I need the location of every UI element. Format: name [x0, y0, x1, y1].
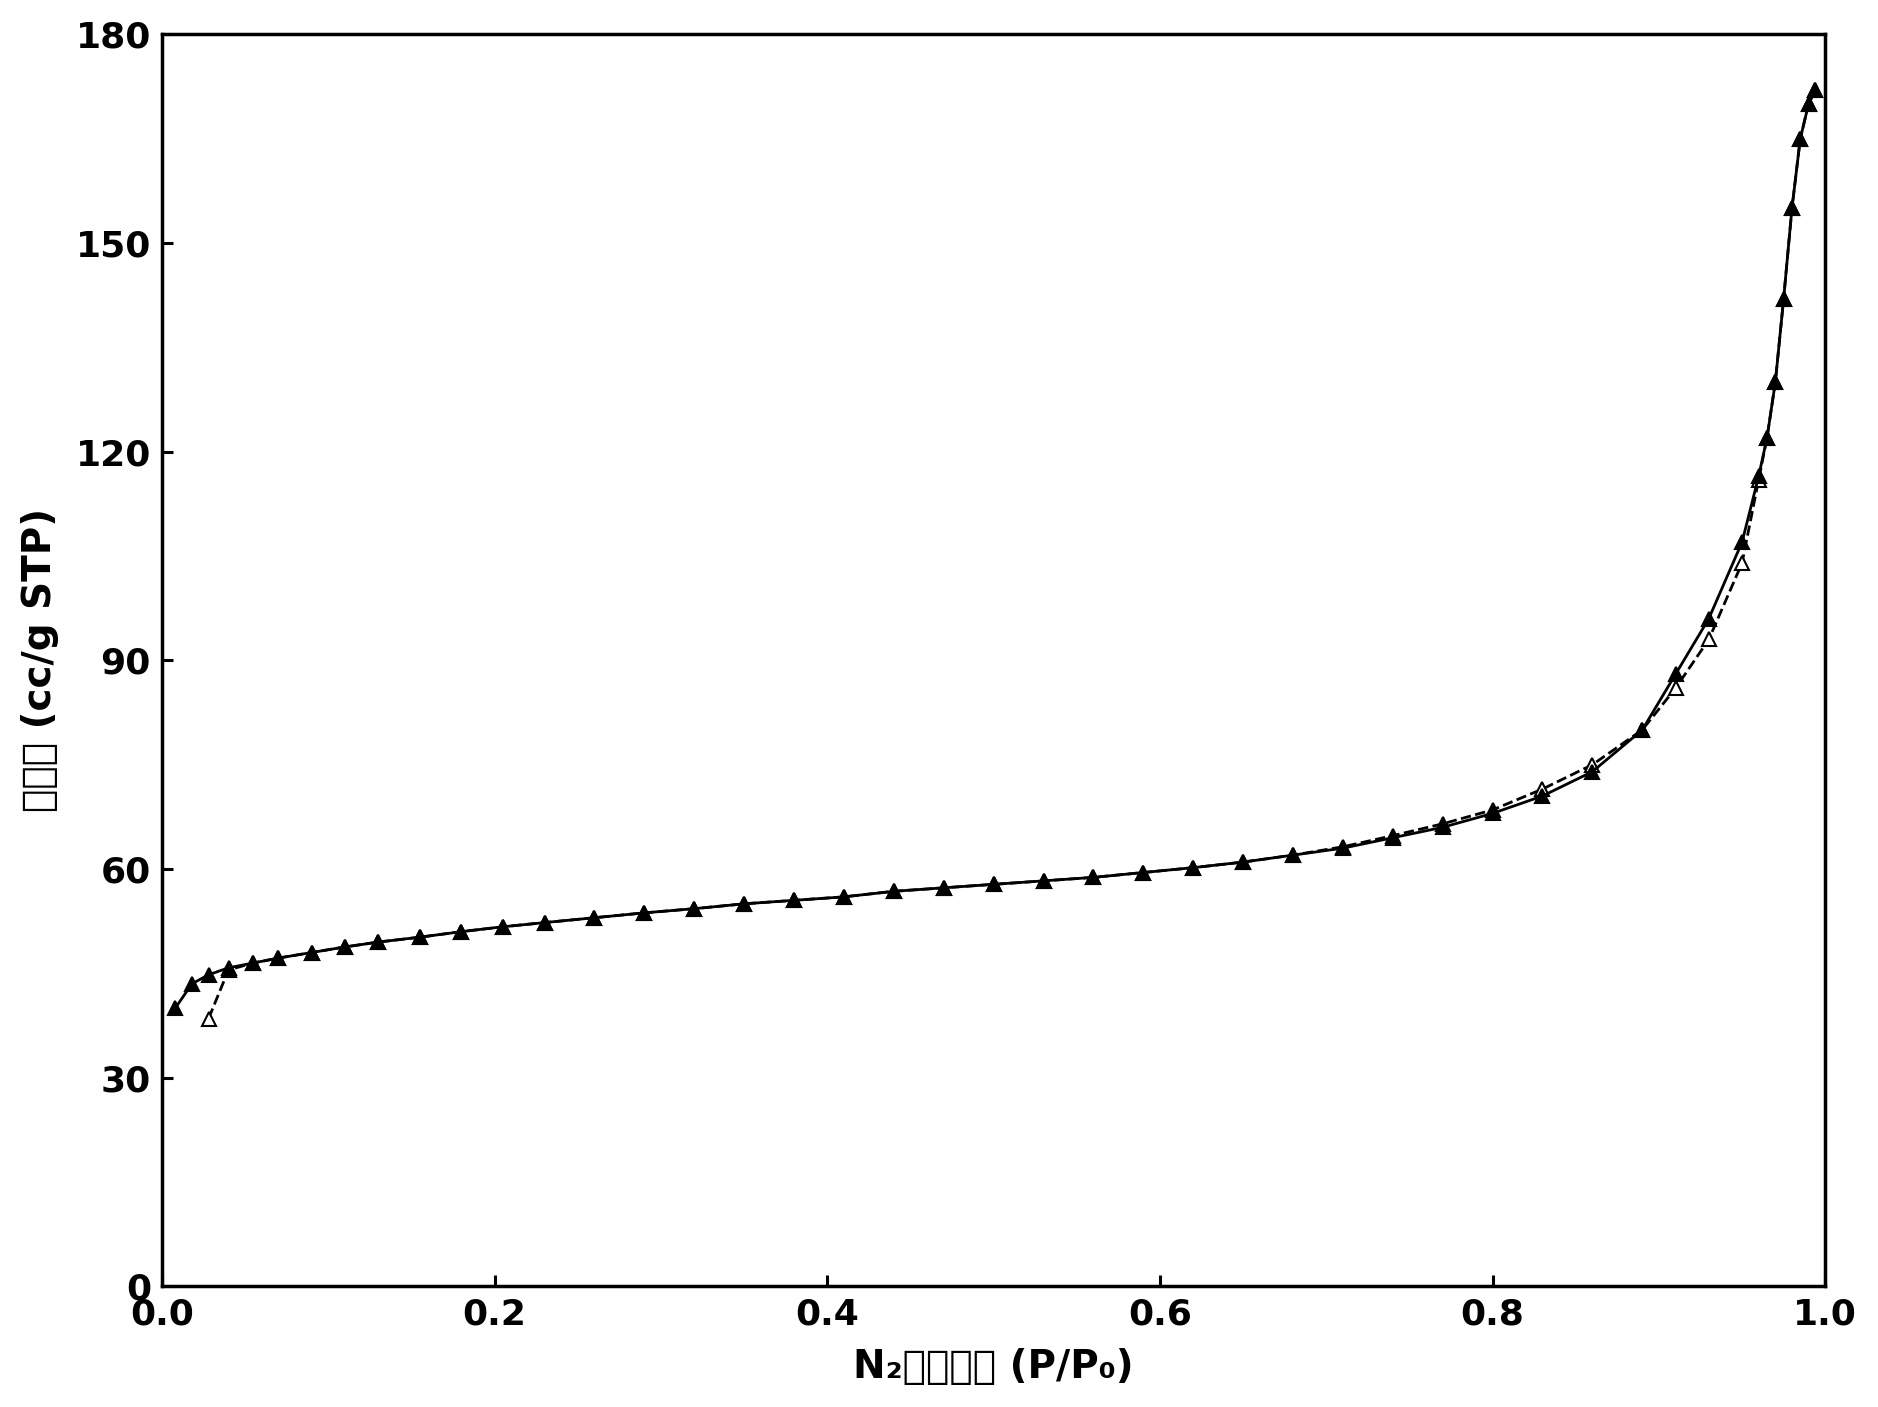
Y-axis label: 吸附量 (cc/g STP): 吸附量 (cc/g STP) — [21, 508, 58, 812]
X-axis label: N₂相对压力 (P/P₀): N₂相对压力 (P/P₀) — [853, 1348, 1134, 1386]
